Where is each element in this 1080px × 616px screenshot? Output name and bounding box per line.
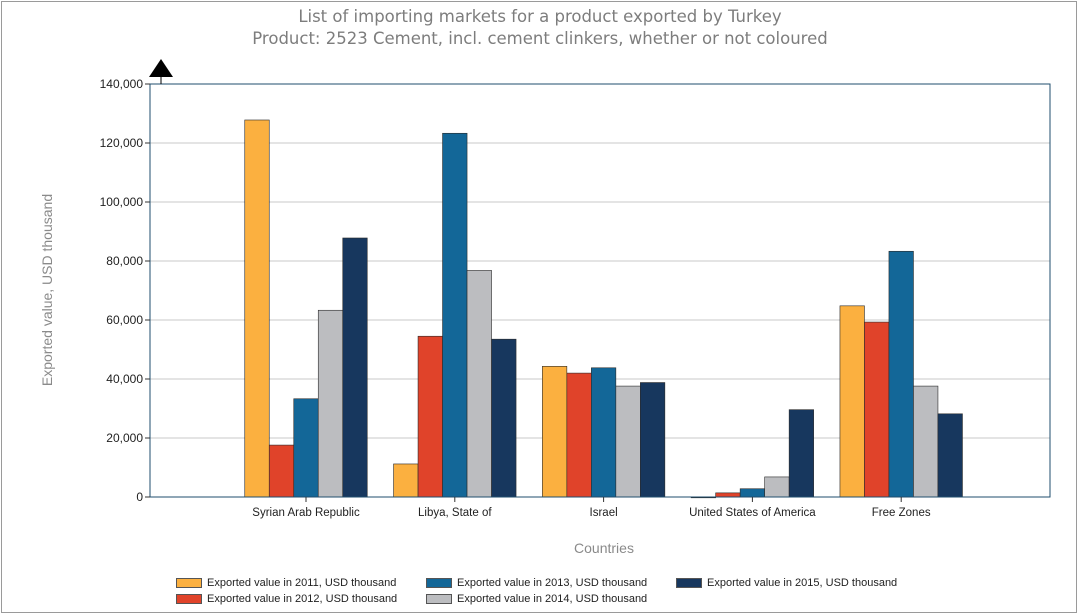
x-axis-label: Countries [574, 540, 634, 556]
x-axis-ticks: Syrian Arab Republic Libya, State of Israe… [252, 497, 931, 519]
bar [864, 321, 890, 498]
chart-title: List of importing markets for a product … [298, 7, 782, 26]
legend-item: Exported value in 2014, USD thousand [426, 592, 647, 605]
x-tick-label: Israel [590, 507, 618, 519]
legend-label: Exported value in 2011, USD thousand [207, 576, 397, 589]
bar [591, 367, 617, 498]
legend-label: Exported value in 2012, USD thousand [207, 592, 398, 605]
bar [937, 413, 963, 498]
bar [715, 492, 741, 498]
x-tick-label: Free Zones [872, 507, 931, 519]
bar [542, 366, 568, 498]
y-tick-label: 120,000 [100, 136, 144, 150]
bar [317, 309, 344, 498]
legend-swatch [676, 577, 702, 588]
bar [417, 335, 443, 498]
legend-swatch [176, 577, 202, 588]
bar [888, 250, 914, 498]
y-tick-label: 80,000 [106, 254, 143, 268]
y-tick-label: 140,000 [100, 77, 144, 91]
legend-label: Exported value in 2013, USD thousand [457, 576, 648, 589]
y-tick-label: 40,000 [106, 372, 143, 386]
bar [566, 372, 592, 498]
x-tick-label: United States of America [689, 507, 816, 519]
bar [491, 338, 517, 498]
bar [466, 270, 492, 498]
legend-swatch [426, 593, 452, 604]
bar [393, 463, 419, 498]
chart-title-block: List of importing markets for a product … [0, 6, 1080, 50]
x-tick-label: Syrian Arab Republic [252, 507, 360, 519]
plot-area-border [149, 83, 1051, 498]
legend-item: Exported value in 2011, USD thousand [176, 576, 396, 589]
bar [764, 476, 790, 498]
y-tick-label: 100,000 [100, 195, 144, 209]
bar [268, 444, 295, 498]
y-axis-label: Exported value, USD thousand [39, 194, 55, 386]
bars [244, 119, 963, 499]
bar [442, 132, 468, 498]
legend-item: Exported value in 2013, USD thousand [426, 576, 647, 589]
legend-swatch [176, 593, 202, 604]
bar [342, 237, 368, 498]
legend-item: Exported value in 2012, USD thousand [176, 592, 397, 605]
y-axis-ticks: 0 20,000 40,000 60,000 80,000 100,000 120,000 1… [100, 77, 150, 504]
bar [615, 385, 641, 498]
legend-label: Exported value in 2015, USD thousand [707, 576, 898, 589]
y-tick-label: 20,000 [106, 431, 143, 445]
legend: Exported value in 2011, USD thousand Expo… [176, 576, 996, 610]
x-tick-label: Libya, State of [418, 507, 492, 519]
bar [739, 488, 765, 498]
bar [293, 398, 319, 498]
bar [244, 119, 270, 498]
y-axis-arrow-icon [149, 59, 173, 77]
chart-subtitle: Product: 2523 Cement, incl. cement clink… [252, 29, 828, 48]
y-tick-label: 60,000 [106, 313, 143, 327]
bar [788, 409, 814, 498]
y-tick-label: 0 [136, 490, 143, 504]
legend-item: Exported value in 2015, USD thousand [676, 576, 897, 589]
bar [839, 305, 865, 498]
legend-label: Exported value in 2014, USD thousand [457, 592, 648, 605]
legend-swatch [426, 577, 452, 588]
bar [913, 385, 939, 498]
bar [640, 382, 666, 498]
